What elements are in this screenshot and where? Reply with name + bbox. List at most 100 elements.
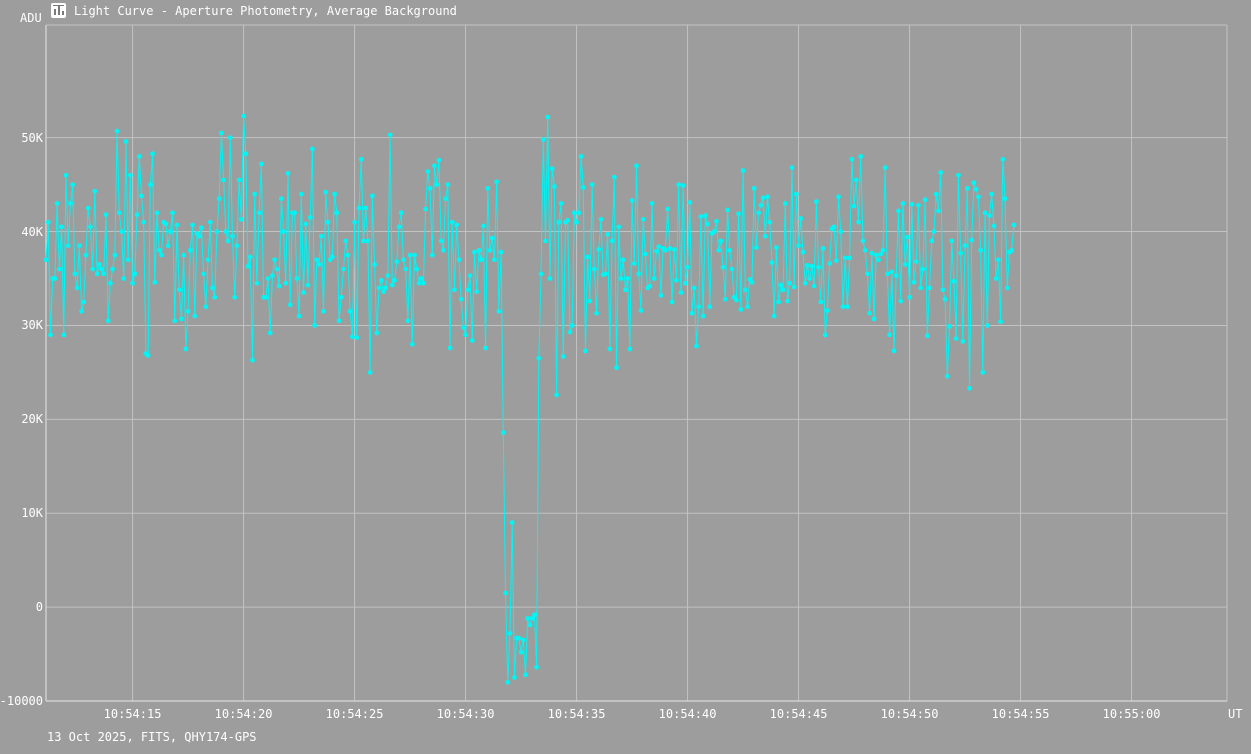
- x-tick-label: 10:54:15: [103, 707, 162, 721]
- data-point: [452, 287, 457, 293]
- data-point: [909, 201, 915, 207]
- data-point: [1000, 156, 1006, 162]
- data-point: [640, 216, 646, 222]
- data-point: [256, 210, 262, 216]
- data-point: [689, 310, 695, 316]
- data-point: [920, 266, 926, 272]
- data-point: [365, 238, 371, 244]
- data-point: [81, 299, 87, 305]
- data-point: [707, 304, 713, 310]
- data-point: [398, 210, 404, 216]
- data-point: [849, 156, 855, 162]
- data-point: [778, 282, 784, 288]
- data-point: [123, 139, 129, 144]
- data-point: [307, 215, 313, 220]
- data-point: [61, 332, 67, 338]
- data-point: [292, 210, 298, 216]
- data-point: [967, 385, 972, 391]
- data-point: [787, 280, 793, 286]
- data-point: [840, 304, 846, 310]
- data-point: [447, 345, 453, 351]
- data-point: [134, 212, 140, 218]
- data-point: [321, 308, 326, 314]
- data-point: [831, 224, 837, 230]
- data-point: [505, 679, 511, 685]
- data-point: [955, 172, 961, 178]
- data-point: [860, 238, 866, 244]
- data-point: [607, 346, 613, 352]
- data-point: [705, 221, 710, 227]
- y-axis-label: ADU: [20, 11, 42, 25]
- data-point: [525, 615, 531, 621]
- data-point: [876, 257, 881, 263]
- data-point: [867, 310, 872, 316]
- data-point: [236, 177, 242, 183]
- data-point: [76, 243, 82, 249]
- data-point: [938, 170, 944, 175]
- data-point: [791, 284, 797, 290]
- data-point: [882, 165, 888, 171]
- data-point: [591, 266, 597, 272]
- data-point: [272, 257, 278, 263]
- data-point: [283, 280, 289, 286]
- data-point: [389, 282, 395, 288]
- data-point: [456, 257, 462, 263]
- data-point: [729, 266, 735, 272]
- data-point: [68, 200, 73, 206]
- data-point: [72, 271, 78, 277]
- data-point: [341, 266, 346, 272]
- data-point: [856, 219, 861, 225]
- data-point: [820, 246, 826, 251]
- data-point: [449, 219, 455, 225]
- data-point: [880, 247, 886, 253]
- data-point: [718, 238, 724, 244]
- series-line: [45, 116, 1015, 683]
- data-point: [183, 346, 189, 352]
- data-point: [267, 330, 273, 336]
- data-point: [476, 247, 482, 253]
- data-point: [412, 252, 417, 258]
- data-point: [698, 214, 704, 219]
- data-point: [323, 189, 329, 195]
- data-point: [132, 271, 138, 277]
- data-point: [212, 294, 218, 300]
- data-point: [587, 298, 593, 304]
- data-point: [769, 260, 775, 265]
- data-point: [332, 191, 337, 197]
- data-point: [665, 206, 670, 212]
- data-point: [714, 218, 719, 224]
- data-point: [125, 257, 131, 263]
- data-point: [547, 276, 553, 281]
- data-point: [263, 294, 269, 300]
- data-point: [79, 308, 84, 314]
- data-point: [1011, 222, 1017, 228]
- data-point: [796, 243, 801, 249]
- data-point: [736, 211, 742, 217]
- data-point: [975, 194, 981, 200]
- data-point: [720, 264, 726, 270]
- chart-window-icon[interactable]: [51, 3, 66, 18]
- data-point: [940, 287, 946, 293]
- data-point: [667, 246, 673, 251]
- data-point: [995, 257, 1001, 263]
- data-point: [929, 238, 935, 244]
- data-point: [172, 318, 178, 324]
- data-point: [254, 280, 260, 286]
- data-point: [498, 249, 504, 255]
- data-point: [574, 219, 579, 225]
- data-point: [767, 219, 773, 225]
- data-point: [54, 200, 60, 206]
- data-point: [789, 165, 795, 171]
- data-point: [662, 247, 668, 253]
- data-point: [234, 243, 240, 249]
- data-point: [205, 257, 211, 263]
- data-point: [960, 339, 966, 344]
- data-point: [296, 313, 302, 319]
- data-point: [252, 191, 258, 197]
- data-point: [924, 333, 930, 339]
- footer-info: 13 Oct 2025, FITS, QHY174-GPS: [47, 730, 257, 744]
- data-point: [851, 203, 857, 209]
- data-point: [258, 161, 264, 167]
- data-point: [987, 213, 992, 218]
